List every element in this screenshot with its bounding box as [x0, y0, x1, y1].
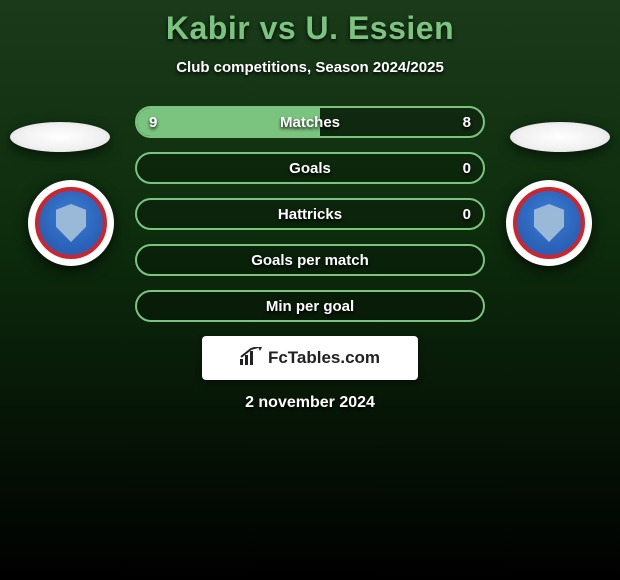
brand-badge[interactable]: FcTables.com — [202, 336, 418, 380]
stat-label: Matches — [280, 114, 340, 131]
stat-label: Goals — [289, 160, 331, 177]
player-avatar-left — [10, 122, 110, 152]
stat-left-value: 9 — [149, 114, 157, 131]
stat-row-goals: Goals 0 — [135, 152, 485, 184]
stat-row-goals-per-match: Goals per match — [135, 244, 485, 276]
stat-row-min-per-goal: Min per goal — [135, 290, 485, 322]
brand-text: FcTables.com — [268, 348, 380, 368]
stat-label: Goals per match — [251, 252, 369, 269]
stat-label: Min per goal — [266, 298, 354, 315]
shield-icon — [56, 204, 86, 242]
subtitle: Club competitions, Season 2024/2025 — [0, 59, 620, 76]
chart-icon — [240, 347, 262, 370]
shield-icon — [534, 204, 564, 242]
stat-label: Hattricks — [278, 206, 342, 223]
club-badge-left — [28, 180, 114, 266]
page-title: Kabir vs U. Essien — [0, 10, 620, 47]
stat-row-hattricks: Hattricks 0 — [135, 198, 485, 230]
stat-right-value: 0 — [463, 206, 471, 223]
stats-panel: 9 Matches 8 Goals 0 Hattricks 0 Goals pe… — [135, 106, 485, 322]
club-badge-inner-right — [513, 187, 585, 259]
club-badge-right — [506, 180, 592, 266]
player-avatar-right — [510, 122, 610, 152]
stat-row-matches: 9 Matches 8 — [135, 106, 485, 138]
date-label: 2 november 2024 — [0, 394, 620, 412]
stat-right-value: 0 — [463, 160, 471, 177]
comparison-container: Kabir vs U. Essien Club competitions, Se… — [0, 0, 620, 412]
stat-right-value: 8 — [463, 114, 471, 131]
club-badge-inner-left — [35, 187, 107, 259]
